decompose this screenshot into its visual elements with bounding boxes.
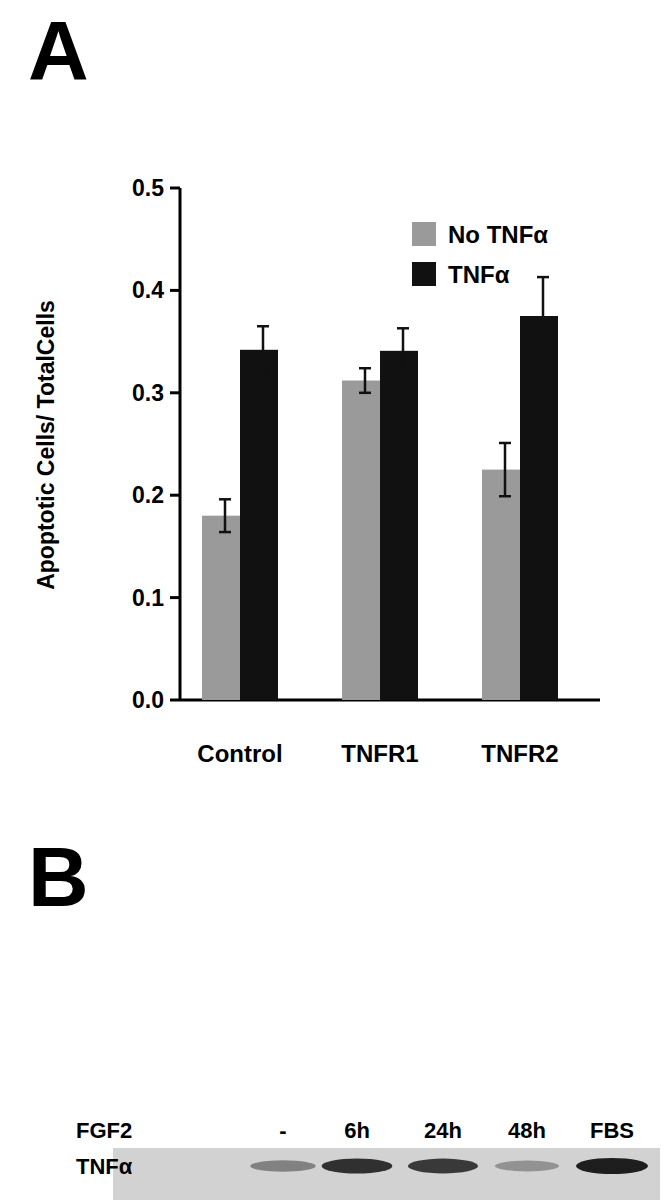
y-tick-label: 0.3 bbox=[132, 380, 164, 406]
y-tick bbox=[170, 494, 180, 497]
background bbox=[0, 0, 668, 1200]
y-axis bbox=[179, 188, 182, 700]
error-stem bbox=[542, 277, 545, 355]
error-bar bbox=[219, 499, 231, 532]
error-cap bbox=[397, 327, 409, 330]
y-tick-label: 0.4 bbox=[132, 277, 164, 303]
legend-label: TNFα bbox=[448, 261, 510, 288]
bar bbox=[482, 470, 520, 700]
error-bar bbox=[257, 326, 269, 373]
legend-swatch bbox=[412, 222, 436, 246]
error-cap bbox=[257, 372, 269, 375]
panel-a: A 0.0 0.1 0.2 0.3 0.4 0.5 Apoptotic Cells/ Tota… bbox=[28, 4, 600, 767]
y-tick bbox=[170, 187, 180, 190]
panel-label: A bbox=[28, 4, 89, 98]
band bbox=[322, 1158, 393, 1173]
error-stem bbox=[402, 328, 405, 373]
bar bbox=[342, 381, 380, 700]
y-axis-label: Apoptotic Cells/ TotalCells bbox=[33, 300, 59, 590]
error-stem bbox=[504, 443, 507, 496]
y-tick-label: 0.1 bbox=[132, 585, 164, 611]
error-cap bbox=[359, 367, 371, 370]
bar bbox=[380, 351, 418, 700]
error-cap bbox=[537, 276, 549, 279]
band bbox=[495, 1161, 559, 1172]
y-tick-label: 0.5 bbox=[132, 175, 164, 201]
x-tick-label: Control bbox=[197, 740, 282, 767]
error-bar bbox=[397, 328, 409, 373]
y-tick-label: 0.2 bbox=[132, 482, 164, 508]
band bbox=[250, 1160, 315, 1172]
y-tick bbox=[170, 596, 180, 599]
bars bbox=[202, 277, 558, 700]
error-cap bbox=[219, 498, 231, 501]
y-tick bbox=[170, 699, 180, 702]
error-cap bbox=[499, 442, 511, 445]
y-tick bbox=[170, 289, 180, 292]
x-tick-label: TNFR1 bbox=[341, 740, 418, 767]
bar bbox=[520, 316, 558, 700]
error-cap bbox=[359, 392, 371, 395]
blot-membrane bbox=[113, 1148, 660, 1200]
row-header: FGF2 bbox=[76, 1118, 132, 1143]
x-tick-label: TNFR2 bbox=[481, 740, 558, 767]
figure: A 0.0 0.1 0.2 0.3 0.4 0.5 Apoptotic Cells/ Tota… bbox=[0, 0, 668, 1200]
band bbox=[408, 1159, 478, 1174]
legend: No TNFα TNFα bbox=[412, 221, 548, 288]
lane-label: 24h bbox=[424, 1118, 462, 1143]
error-bar bbox=[499, 443, 511, 496]
error-bar bbox=[359, 368, 371, 393]
lane-label: FBS bbox=[590, 1118, 634, 1143]
error-stem bbox=[224, 499, 227, 532]
legend-swatch bbox=[412, 262, 436, 286]
error-bar bbox=[537, 277, 549, 355]
row-label: TNFα bbox=[76, 1154, 133, 1179]
bar bbox=[240, 350, 278, 700]
error-stem bbox=[364, 368, 367, 393]
lane-label: 6h bbox=[344, 1118, 370, 1143]
error-cap bbox=[219, 531, 231, 534]
panel-label: B bbox=[28, 830, 89, 924]
y-tick bbox=[170, 391, 180, 394]
error-cap bbox=[499, 495, 511, 498]
error-cap bbox=[397, 372, 409, 375]
error-cap bbox=[257, 325, 269, 328]
panel-b: B FGF2 - 6h 24h 48h FBS TNFα bbox=[28, 830, 660, 1200]
bar bbox=[202, 516, 240, 700]
band bbox=[576, 1158, 648, 1174]
lane-label: - bbox=[279, 1118, 286, 1143]
lane-label: 48h bbox=[508, 1118, 546, 1143]
legend-label: No TNFα bbox=[448, 221, 548, 248]
error-cap bbox=[537, 354, 549, 357]
error-stem bbox=[262, 326, 265, 373]
y-tick-label: 0.0 bbox=[132, 687, 164, 713]
